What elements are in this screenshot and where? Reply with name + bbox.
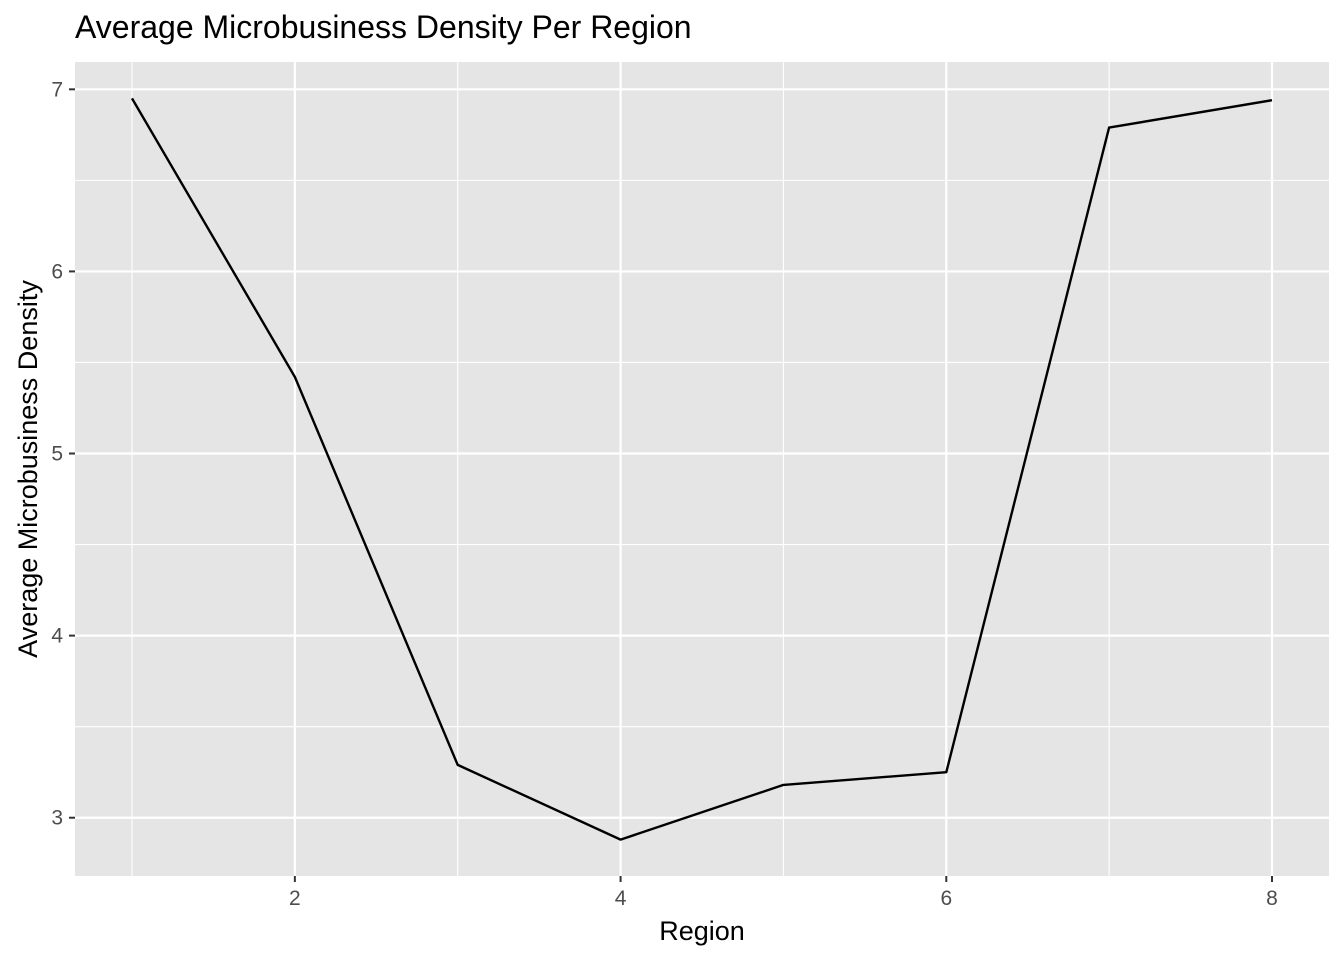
- y-tick-label: 6: [51, 260, 63, 283]
- y-axis: 3 4 5 6 7: [51, 78, 75, 830]
- y-tick-label: 3: [51, 807, 63, 830]
- major-gridlines: [75, 62, 1329, 876]
- y-axis-title: Average Microbusiness Density: [13, 280, 43, 658]
- x-axis-title: Region: [659, 916, 745, 946]
- x-tick-label: 6: [940, 887, 952, 910]
- y-tick-label: 7: [51, 78, 63, 101]
- chart-title: Average Microbusiness Density Per Region: [75, 9, 692, 45]
- minor-gridlines: [75, 62, 1329, 876]
- x-axis: 2 4 6 8: [289, 876, 1278, 910]
- series-line: [130, 97, 1273, 841]
- y-tick-label: 4: [51, 625, 63, 648]
- series-layer: [130, 97, 1273, 841]
- x-tick-label: 4: [615, 887, 627, 910]
- plot-panel: [75, 62, 1329, 876]
- x-tick-label: 2: [289, 887, 301, 910]
- x-tick-label: 8: [1266, 887, 1278, 910]
- y-tick-label: 5: [51, 443, 63, 466]
